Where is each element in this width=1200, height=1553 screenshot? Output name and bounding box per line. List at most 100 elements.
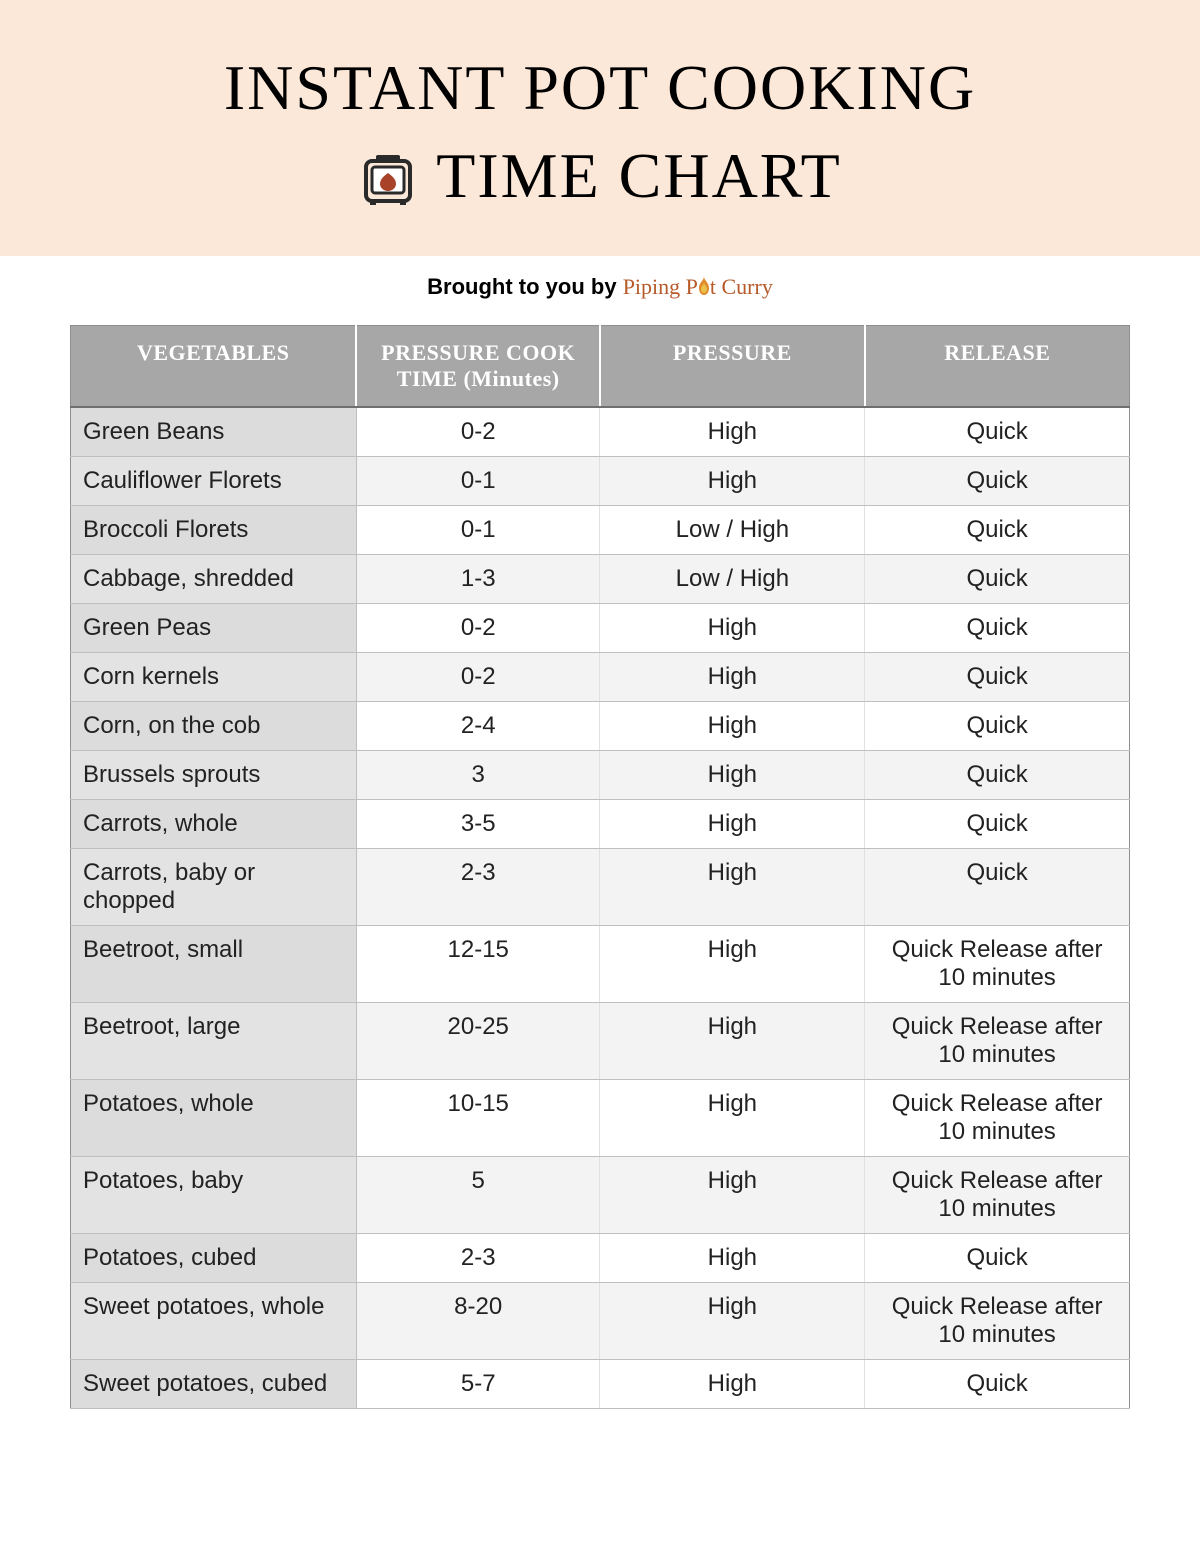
release-cell: Quick	[865, 1359, 1130, 1408]
vegetable-cell: Potatoes, whole	[71, 1079, 357, 1156]
release-cell: Quick Release after 10 minutes	[865, 925, 1130, 1002]
table-row: Cauliflower Florets0-1HighQuick	[71, 456, 1130, 505]
release-cell: Quick	[865, 505, 1130, 554]
vegetable-cell: Corn kernels	[71, 652, 357, 701]
release-cell: Quick Release after 10 minutes	[865, 1156, 1130, 1233]
table-row: Cabbage, shredded1-3Low / HighQuick	[71, 554, 1130, 603]
vegetable-cell: Sweet potatoes, cubed	[71, 1359, 357, 1408]
table-row: Broccoli Florets0-1Low / HighQuick	[71, 505, 1130, 554]
vegetable-cell: Carrots, baby or chopped	[71, 848, 357, 925]
release-cell: Quick	[865, 554, 1130, 603]
vegetable-cell: Brussels sprouts	[71, 750, 357, 799]
column-header: PRESSURE COOK TIME (Minutes)	[356, 325, 600, 407]
table-head: VEGETABLESPRESSURE COOK TIME (Minutes)PR…	[71, 325, 1130, 407]
pressure-cell: High	[600, 1002, 865, 1079]
time-cell: 0-2	[356, 407, 600, 457]
pressure-cell: Low / High	[600, 554, 865, 603]
time-cell: 5-7	[356, 1359, 600, 1408]
vegetable-cell: Beetroot, large	[71, 1002, 357, 1079]
pressure-cell: High	[600, 701, 865, 750]
release-cell: Quick	[865, 652, 1130, 701]
table-row: Sweet potatoes, whole8-20HighQuick Relea…	[71, 1282, 1130, 1359]
table-row: Beetroot, large20-25HighQuick Release af…	[71, 1002, 1130, 1079]
release-cell: Quick	[865, 799, 1130, 848]
byline-prefix: Brought to you by	[427, 274, 623, 299]
table-row: Corn, on the cob2-4HighQuick	[71, 701, 1130, 750]
time-cell: 5	[356, 1156, 600, 1233]
table-body: Green Beans0-2HighQuickCauliflower Flore…	[71, 407, 1130, 1409]
header-band: INSTANT POT COOKING TIME CHART	[0, 0, 1200, 256]
time-cell: 20-25	[356, 1002, 600, 1079]
column-header: VEGETABLES	[71, 325, 357, 407]
time-cell: 0-1	[356, 505, 600, 554]
release-cell: Quick	[865, 750, 1130, 799]
title-line-2: TIME CHART	[0, 136, 1200, 216]
time-cell: 1-3	[356, 554, 600, 603]
time-cell: 0-2	[356, 603, 600, 652]
pressure-cell: High	[600, 603, 865, 652]
time-cell: 8-20	[356, 1282, 600, 1359]
time-cell: 2-3	[356, 848, 600, 925]
vegetable-cell: Broccoli Florets	[71, 505, 357, 554]
pressure-cell: High	[600, 1156, 865, 1233]
table-row: Brussels sprouts3HighQuick	[71, 750, 1130, 799]
brand-name: Piping P t Curry	[623, 274, 773, 299]
table-container: VEGETABLESPRESSURE COOK TIME (Minutes)PR…	[0, 325, 1200, 1449]
vegetable-cell: Green Beans	[71, 407, 357, 457]
time-cell: 3-5	[356, 799, 600, 848]
release-cell: Quick Release after 10 minutes	[865, 1282, 1130, 1359]
release-cell: Quick	[865, 1233, 1130, 1282]
vegetable-cell: Green Peas	[71, 603, 357, 652]
vegetable-cell: Beetroot, small	[71, 925, 357, 1002]
title-line-2-text: TIME CHART	[436, 136, 841, 216]
vegetable-cell: Potatoes, cubed	[71, 1233, 357, 1282]
pressure-cell: High	[600, 750, 865, 799]
pressure-cell: High	[600, 799, 865, 848]
vegetable-cell: Cabbage, shredded	[71, 554, 357, 603]
time-cell: 10-15	[356, 1079, 600, 1156]
pressure-cell: High	[600, 848, 865, 925]
time-cell: 2-4	[356, 701, 600, 750]
column-header: RELEASE	[865, 325, 1130, 407]
table-row: Carrots, whole3-5HighQuick	[71, 799, 1130, 848]
pressure-cell: High	[600, 1282, 865, 1359]
release-cell: Quick	[865, 603, 1130, 652]
table-row: Potatoes, baby5HighQuick Release after 1…	[71, 1156, 1130, 1233]
time-cell: 2-3	[356, 1233, 600, 1282]
table-row: Green Peas0-2HighQuick	[71, 603, 1130, 652]
pressure-cell: High	[600, 456, 865, 505]
brand-part-2: t Curry	[710, 274, 773, 299]
pressure-cell: High	[600, 925, 865, 1002]
table-row: Potatoes, cubed2-3HighQuick	[71, 1233, 1130, 1282]
brand-part-1: Piping P	[623, 274, 698, 299]
table-row: Green Beans0-2HighQuick	[71, 407, 1130, 457]
table-row: Carrots, baby or chopped2-3HighQuick	[71, 848, 1130, 925]
time-cell: 12-15	[356, 925, 600, 1002]
release-cell: Quick	[865, 701, 1130, 750]
release-cell: Quick Release after 10 minutes	[865, 1002, 1130, 1079]
pressure-cell: High	[600, 1233, 865, 1282]
release-cell: Quick Release after 10 minutes	[865, 1079, 1130, 1156]
vegetable-cell: Sweet potatoes, whole	[71, 1282, 357, 1359]
time-cell: 3	[356, 750, 600, 799]
table-row: Beetroot, small12-15HighQuick Release af…	[71, 925, 1130, 1002]
time-cell: 0-2	[356, 652, 600, 701]
pressure-cell: High	[600, 1079, 865, 1156]
time-cell: 0-1	[356, 456, 600, 505]
pressure-cell: Low / High	[600, 505, 865, 554]
title-line-1: INSTANT POT COOKING	[0, 48, 1200, 128]
release-cell: Quick	[865, 407, 1130, 457]
instant-pot-icon	[358, 146, 418, 206]
table-row: Sweet potatoes, cubed5-7HighQuick	[71, 1359, 1130, 1408]
pressure-cell: High	[600, 1359, 865, 1408]
vegetable-cell: Cauliflower Florets	[71, 456, 357, 505]
byline: Brought to you by Piping P t Curry	[0, 274, 1200, 303]
vegetable-cell: Potatoes, baby	[71, 1156, 357, 1233]
vegetable-cell: Carrots, whole	[71, 799, 357, 848]
pressure-cell: High	[600, 652, 865, 701]
pressure-cell: High	[600, 407, 865, 457]
column-header: PRESSURE	[600, 325, 865, 407]
release-cell: Quick	[865, 456, 1130, 505]
vegetable-cell: Corn, on the cob	[71, 701, 357, 750]
release-cell: Quick	[865, 848, 1130, 925]
